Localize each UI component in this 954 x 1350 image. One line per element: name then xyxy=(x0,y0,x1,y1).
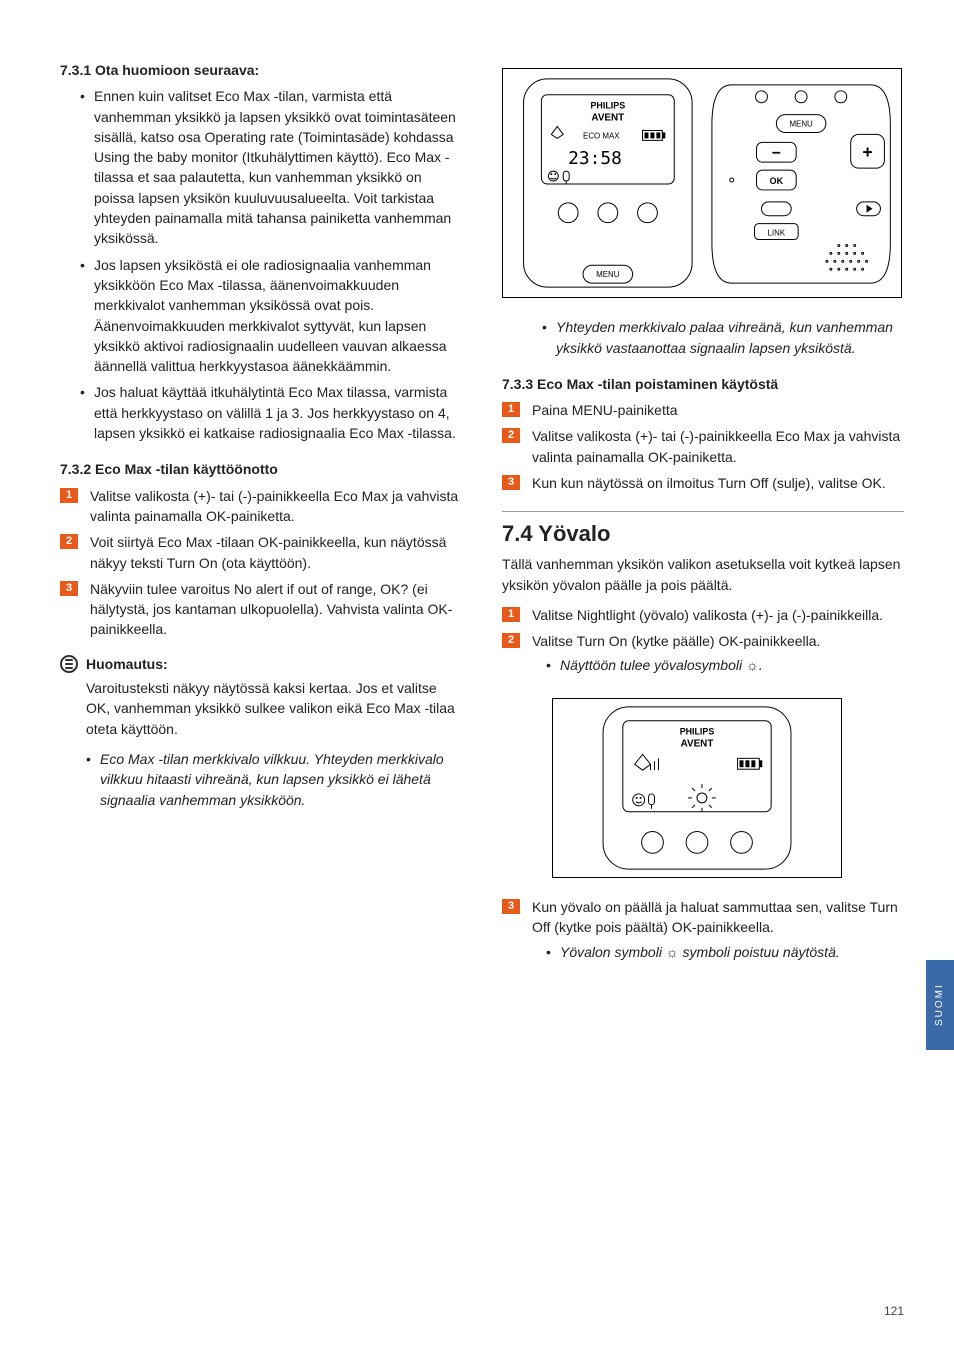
step-text: Näkyviin tulee varoitus No alert if out … xyxy=(90,581,452,638)
step-badge: 3 xyxy=(502,899,520,914)
steps-7-4-first: 1 Valitse Nightlight (yövalo) valikosta (… xyxy=(502,605,904,676)
minus-label: − xyxy=(772,145,781,162)
diagram-parent-unit-nightlight: PHILIPS AVENT xyxy=(552,698,842,878)
diagram1-bullet: Yhteyden merkkivalo palaa vihreänä, kun … xyxy=(542,317,904,358)
step-item: 1 Valitse Nightlight (yövalo) valikosta (… xyxy=(502,605,904,625)
steps-7-4-last: 3 Kun yövalo on päällä ja haluat sammutta… xyxy=(502,897,904,962)
ecomax-label: ECO MAX xyxy=(583,131,620,140)
step-text: Valitse Nightlight (yövalo) valikosta (+… xyxy=(532,607,883,623)
step-badge: 3 xyxy=(60,581,78,596)
bullet-item: Jos haluat käyttää itkuhälytintä Eco Max… xyxy=(80,382,462,443)
menu-bottom-label: MENU xyxy=(596,270,620,279)
step-item: 2 Valitse valikosta (+)- tai (-)-painikke… xyxy=(502,426,904,467)
page-number: 121 xyxy=(884,1303,904,1320)
step-badge: 1 xyxy=(502,607,520,622)
note-bullet: Eco Max -tilan merkkivalo vilkkuu. Yhtey… xyxy=(86,749,462,810)
bullets-7-3-1: Ennen kuin valitset Eco Max -tilan, varm… xyxy=(60,86,462,443)
step3-sublist: Yövalon symboli ☼ symboli poistuu näytös… xyxy=(532,942,904,962)
ok-label: OK xyxy=(770,176,784,186)
steps-7-3-3: 1 Paina MENU-painiketta 2 Valitse valikost… xyxy=(502,400,904,493)
avent-label-2: AVENT xyxy=(681,738,714,749)
steps-7-3-2: 1 Valitse valikosta (+)- tai (-)-painikke… xyxy=(60,486,462,640)
heading-7-3-3: 7.3.3 Eco Max -tilan poistaminen käytöst… xyxy=(502,374,904,394)
bullet-item: Jos lapsen yksiköstä ei ole radiosignaal… xyxy=(80,255,462,377)
step-item: 3 Näkyviin tulee varoitus No alert if out… xyxy=(60,579,462,640)
bullet-item: Ennen kuin valitset Eco Max -tilan, varm… xyxy=(80,86,462,248)
note-body: Varoitusteksti näkyy näytössä kaksi kert… xyxy=(60,678,462,739)
step-text: Valitse valikosta (+)- tai (-)-painikkee… xyxy=(532,428,900,464)
step-text: Valitse valikosta (+)- tai (-)-painikkee… xyxy=(90,488,458,524)
link-label: LINK xyxy=(768,229,786,238)
step-item: 3 Kun yövalo on päällä ja haluat sammutta… xyxy=(502,897,904,962)
left-column: 7.3.1 Ota huomioon seuraava: Ennen kuin … xyxy=(60,60,462,976)
step-item: 1 Paina MENU-painiketta xyxy=(502,400,904,420)
heading-7-3-2: 7.3.2 Eco Max -tilan käyttöönotto xyxy=(60,459,462,479)
time-label: 23:58 xyxy=(568,148,622,169)
step-badge: 2 xyxy=(502,633,520,648)
heading-7-3-1: 7.3.1 Ota huomioon seuraava: xyxy=(60,60,462,80)
step-item: 1 Valitse valikosta (+)- tai (-)-painikke… xyxy=(60,486,462,527)
step2-sublist: Näyttöön tulee yövalosymboli ☼. xyxy=(532,655,904,675)
step-text: Paina MENU-painiketta xyxy=(532,402,678,418)
step-item: 2 Voit siirtyä Eco Max -tilaan OK-painikk… xyxy=(60,532,462,573)
step-badge: 3 xyxy=(502,475,520,490)
note-header: Huomautus: xyxy=(60,654,462,674)
intro-7-4: Tällä vanhemman yksikön valikon asetukse… xyxy=(502,554,904,595)
step-badge: 1 xyxy=(502,402,520,417)
language-tab: SUOMI xyxy=(926,960,954,1050)
avent-label: AVENT xyxy=(591,113,624,124)
right-column: PHILIPS AVENT ECO MAX 23:58 MENU xyxy=(502,60,904,976)
plus-label: + xyxy=(862,142,872,162)
step-badge: 1 xyxy=(60,488,78,503)
note-bullet-list: Eco Max -tilan merkkivalo vilkkuu. Yhtey… xyxy=(60,749,462,810)
brand-label: PHILIPS xyxy=(590,101,625,111)
diagram-parent-baby-units: PHILIPS AVENT ECO MAX 23:58 MENU xyxy=(502,68,902,298)
step-text: Voit siirtyä Eco Max -tilaan OK-painikke… xyxy=(90,534,446,570)
step-text: Kun yövalo on päällä ja haluat sammuttaa… xyxy=(532,899,898,935)
step-text: Valitse Turn On (kytke päälle) OK-painik… xyxy=(532,633,820,649)
step-badge: 2 xyxy=(60,534,78,549)
note-icon xyxy=(60,655,78,673)
step-text: Kun kun näytössä on ilmoitus Turn Off (s… xyxy=(532,475,886,491)
step-badge: 2 xyxy=(502,428,520,443)
menu-label: MENU xyxy=(789,119,813,128)
diagram1-caption: Yhteyden merkkivalo palaa vihreänä, kun … xyxy=(502,317,904,358)
step-item: 2 Valitse Turn On (kytke päälle) OK-paini… xyxy=(502,631,904,676)
brand-label-2: PHILIPS xyxy=(680,726,715,736)
note-title: Huomautus: xyxy=(86,654,168,674)
step3-sub: Yövalon symboli ☼ symboli poistuu näytös… xyxy=(546,942,904,962)
heading-7-4: 7.4 Yövalo xyxy=(502,511,904,550)
step-item: 3 Kun kun näytössä on ilmoitus Turn Off (… xyxy=(502,473,904,493)
step2-sub: Näyttöön tulee yövalosymboli ☼. xyxy=(546,655,904,675)
